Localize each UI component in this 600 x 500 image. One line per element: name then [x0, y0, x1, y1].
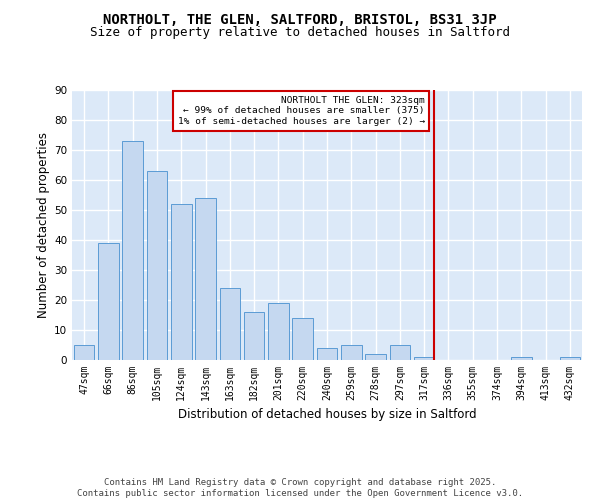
Bar	[244, 312, 265, 360]
Bar	[98, 243, 119, 360]
Bar	[292, 318, 313, 360]
Bar	[511, 357, 532, 360]
Bar	[365, 354, 386, 360]
Bar	[414, 357, 434, 360]
Text: Contains HM Land Registry data © Crown copyright and database right 2025.
Contai: Contains HM Land Registry data © Crown c…	[77, 478, 523, 498]
Bar	[560, 357, 580, 360]
Bar	[317, 348, 337, 360]
Bar	[171, 204, 191, 360]
Bar	[389, 345, 410, 360]
Bar	[195, 198, 216, 360]
Bar	[146, 171, 167, 360]
Bar	[122, 141, 143, 360]
Bar	[220, 288, 240, 360]
Bar	[74, 345, 94, 360]
Bar	[268, 303, 289, 360]
Text: NORTHOLT THE GLEN: 323sqm
← 99% of detached houses are smaller (375)
1% of semi-: NORTHOLT THE GLEN: 323sqm ← 99% of detac…	[178, 96, 425, 126]
Text: Size of property relative to detached houses in Saltford: Size of property relative to detached ho…	[90, 26, 510, 39]
Bar	[341, 345, 362, 360]
Y-axis label: Number of detached properties: Number of detached properties	[37, 132, 50, 318]
X-axis label: Distribution of detached houses by size in Saltford: Distribution of detached houses by size …	[178, 408, 476, 422]
Text: NORTHOLT, THE GLEN, SALTFORD, BRISTOL, BS31 3JP: NORTHOLT, THE GLEN, SALTFORD, BRISTOL, B…	[103, 12, 497, 26]
